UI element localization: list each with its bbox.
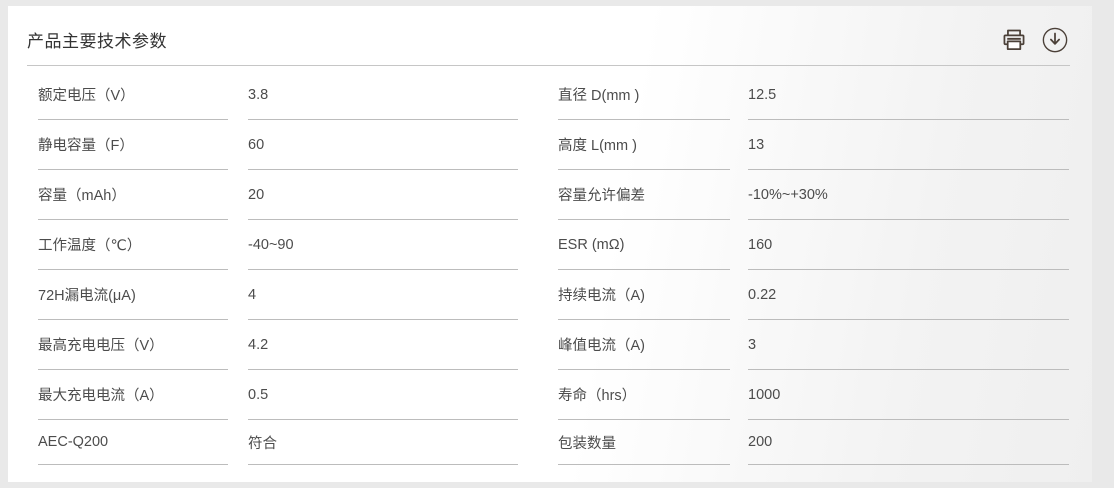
param-label: 高度 L(mm ) — [558, 120, 730, 170]
param-label: 工作温度（℃） — [38, 220, 228, 270]
param-value: 3 — [748, 320, 1069, 370]
printer-icon — [1003, 29, 1025, 50]
param-label: 静电容量（F） — [38, 120, 228, 170]
table-row: 容量（mAh） 20 容量允许偏差 -10%~+30% — [38, 170, 1069, 220]
param-label: 容量（mAh） — [38, 170, 228, 220]
param-value: 0.22 — [748, 270, 1069, 320]
param-value: 1000 — [748, 370, 1069, 420]
param-value: 4.2 — [248, 320, 518, 370]
param-table: 额定电压（V） 3.8 直径 D(mm ) 12.5 静电容量（F） 60 高度 L(mm … — [38, 70, 1069, 465]
param-value: 13 — [748, 120, 1069, 170]
card-header: 产品主要技术参数 — [8, 6, 1092, 63]
table-row: 最高充电电压（V） 4.2 峰值电流（A) 3 — [38, 320, 1069, 370]
param-label: 72H漏电流(μA) — [38, 270, 228, 320]
param-label: 最大充电电流（A） — [38, 370, 228, 420]
param-value: 20 — [248, 170, 518, 220]
param-label: 额定电压（V） — [38, 70, 228, 120]
page-title: 产品主要技术参数 — [27, 32, 167, 51]
param-value: 12.5 — [748, 70, 1069, 120]
table-row: 静电容量（F） 60 高度 L(mm ) 13 — [38, 120, 1069, 170]
param-value: 160 — [748, 220, 1069, 270]
param-label: 寿命（hrs） — [558, 370, 730, 420]
param-value: 60 — [248, 120, 518, 170]
param-value: 3.8 — [248, 70, 518, 120]
download-icon — [1042, 27, 1068, 52]
download-button[interactable] — [1040, 25, 1070, 55]
spec-card: 产品主要技术参数 额定电压（V） 3.8 直径 D(mm ) 12.5 静电容量（F — [8, 6, 1092, 482]
param-value: 0.5 — [248, 370, 518, 420]
param-label: 最高充电电压（V） — [38, 320, 228, 370]
table-row: AEC-Q200 符合 包装数量 200 — [38, 420, 1069, 465]
table-row: 额定电压（V） 3.8 直径 D(mm ) 12.5 — [38, 70, 1069, 120]
param-label: 容量允许偏差 — [558, 170, 730, 220]
table-row: 72H漏电流(μA) 4 持续电流（A) 0.22 — [38, 270, 1069, 320]
param-value: -10%~+30% — [748, 170, 1069, 220]
param-label: AEC-Q200 — [38, 420, 228, 465]
table-row: 最大充电电流（A） 0.5 寿命（hrs） 1000 — [38, 370, 1069, 420]
param-label: 包装数量 — [558, 420, 730, 465]
param-label: ESR (mΩ) — [558, 220, 730, 270]
param-value: 200 — [748, 420, 1069, 465]
param-value: -40~90 — [248, 220, 518, 270]
param-label: 峰值电流（A) — [558, 320, 730, 370]
header-actions — [999, 25, 1070, 55]
header-divider — [27, 65, 1070, 66]
print-button[interactable] — [999, 25, 1029, 55]
param-value: 符合 — [248, 420, 518, 465]
param-value: 4 — [248, 270, 518, 320]
table-row: 工作温度（℃） -40~90 ESR (mΩ) 160 — [38, 220, 1069, 270]
param-label: 持续电流（A) — [558, 270, 730, 320]
param-label: 直径 D(mm ) — [558, 70, 730, 120]
